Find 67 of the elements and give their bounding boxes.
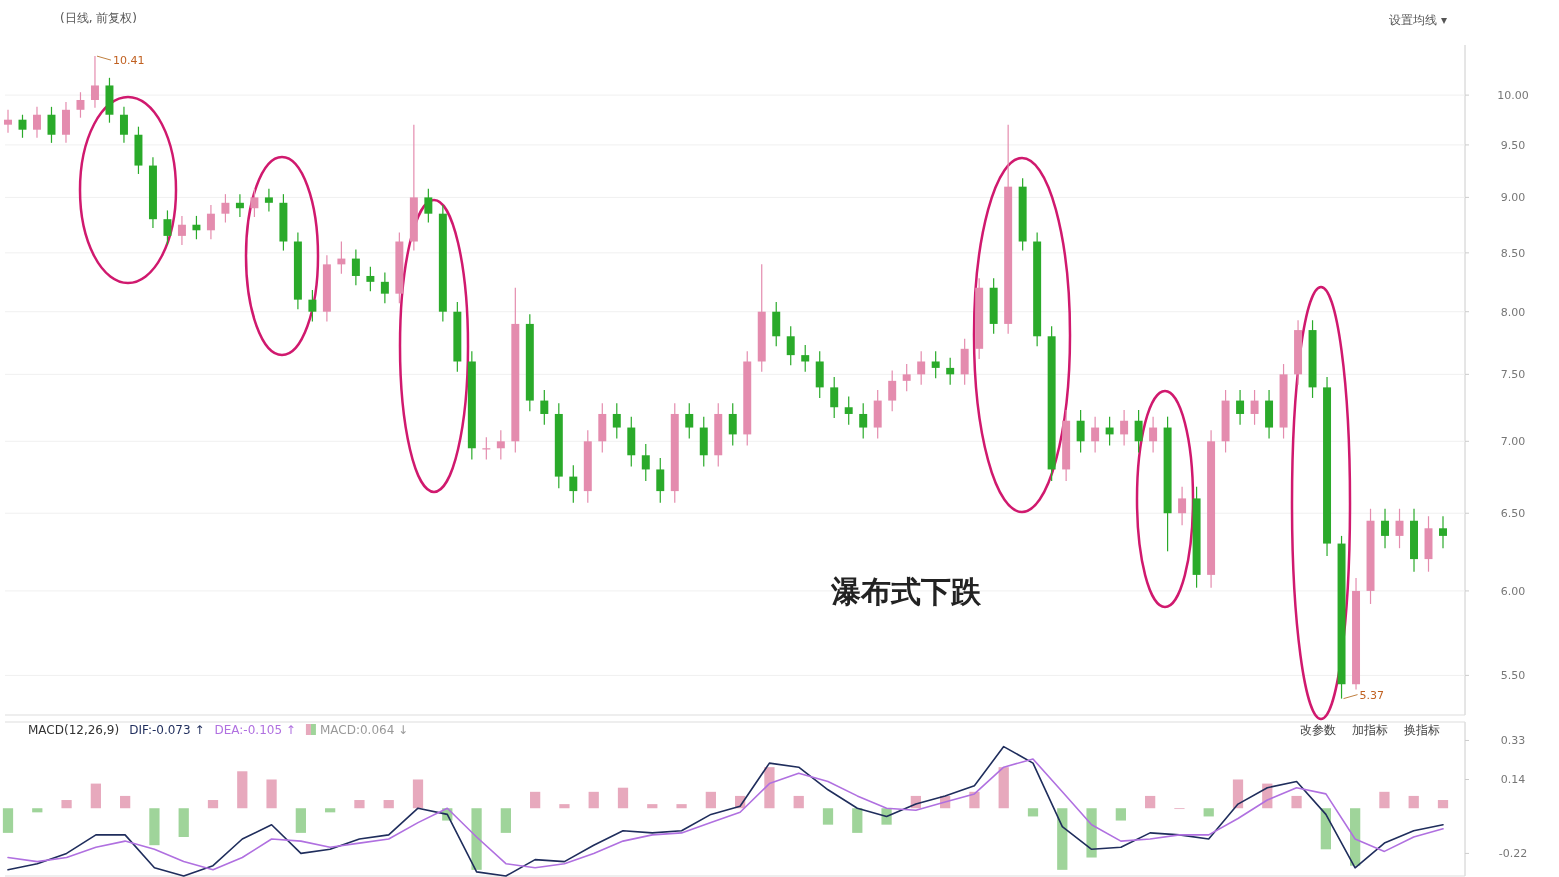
y-tick-label: 0.33 bbox=[1500, 734, 1526, 748]
bar bbox=[530, 791, 541, 809]
bar bbox=[1408, 795, 1419, 809]
bar bbox=[998, 767, 1009, 809]
bar bbox=[1145, 795, 1156, 809]
y-tick-label: 6.00 bbox=[1500, 584, 1526, 598]
bar bbox=[1232, 779, 1244, 809]
bar bbox=[500, 808, 511, 833]
bar bbox=[2, 808, 14, 833]
bar bbox=[354, 800, 365, 809]
bar bbox=[471, 808, 482, 870]
bar bbox=[852, 808, 863, 833]
annotation: 换指标 bbox=[1404, 723, 1440, 737]
y-tick-label: 9.50 bbox=[1500, 138, 1526, 152]
bar bbox=[647, 804, 658, 809]
annotation: 瀑布式下跌 bbox=[830, 574, 982, 609]
bar bbox=[617, 787, 629, 809]
bar bbox=[1379, 791, 1390, 809]
bar bbox=[207, 800, 219, 809]
y-tick-label: 8.50 bbox=[1500, 246, 1526, 260]
bar bbox=[1057, 808, 1068, 870]
y-tick-label: 5.50 bbox=[1500, 669, 1526, 683]
bar bbox=[412, 779, 424, 809]
bar bbox=[588, 791, 599, 809]
bar bbox=[1437, 800, 1449, 809]
bar bbox=[295, 808, 306, 833]
bar bbox=[383, 800, 394, 809]
bar bbox=[1203, 808, 1214, 817]
legend-label: MACD:0.064 ↓ bbox=[319, 723, 409, 737]
y-tick-label: 8.00 bbox=[1500, 305, 1526, 319]
bar bbox=[764, 767, 775, 809]
y-tick-label: 10.00 bbox=[1497, 89, 1529, 103]
bar bbox=[1027, 808, 1039, 817]
bar bbox=[559, 804, 570, 809]
bar bbox=[90, 783, 101, 809]
y-tick-label: 6.50 bbox=[1500, 507, 1526, 521]
bar bbox=[32, 808, 43, 813]
legend: MACD(12,26,9) DIF:-0.073 ↑ DEA:-0.105 ↑ MACD:0.064 ↓ bbox=[28, 723, 409, 737]
y-tick-label: 9.00 bbox=[1500, 191, 1526, 205]
bar bbox=[1320, 808, 1331, 850]
bar bbox=[705, 791, 716, 809]
chart-title: MACD(12,26,9) bbox=[28, 723, 120, 737]
bar bbox=[1115, 808, 1126, 821]
bar bbox=[1291, 795, 1302, 809]
bar bbox=[325, 808, 336, 813]
bar bbox=[676, 804, 687, 809]
chart-title: (日线, 前复权) bbox=[60, 11, 137, 25]
annotation: 5.37 bbox=[1359, 688, 1385, 702]
y-tick-label: 7.50 bbox=[1500, 368, 1526, 382]
annotation: 10.41 bbox=[112, 54, 145, 68]
bar bbox=[969, 791, 980, 809]
y-tick-label: 0.14 bbox=[1500, 773, 1526, 787]
bar bbox=[120, 795, 131, 809]
bar bbox=[266, 779, 277, 809]
bar bbox=[1350, 808, 1361, 866]
bar bbox=[793, 795, 804, 809]
annotation: 加指标 bbox=[1352, 723, 1388, 737]
text: 设置均线 ▾ bbox=[1389, 13, 1447, 27]
y-tick-label: -0.22 bbox=[1498, 847, 1528, 861]
bar bbox=[237, 771, 248, 809]
bar bbox=[61, 800, 72, 809]
bar bbox=[822, 808, 834, 825]
bar bbox=[1086, 808, 1097, 858]
bar bbox=[149, 808, 160, 846]
annotation: 改参数 bbox=[1300, 723, 1336, 737]
y-tick-label: 7.00 bbox=[1500, 435, 1526, 449]
bar bbox=[178, 808, 189, 837]
